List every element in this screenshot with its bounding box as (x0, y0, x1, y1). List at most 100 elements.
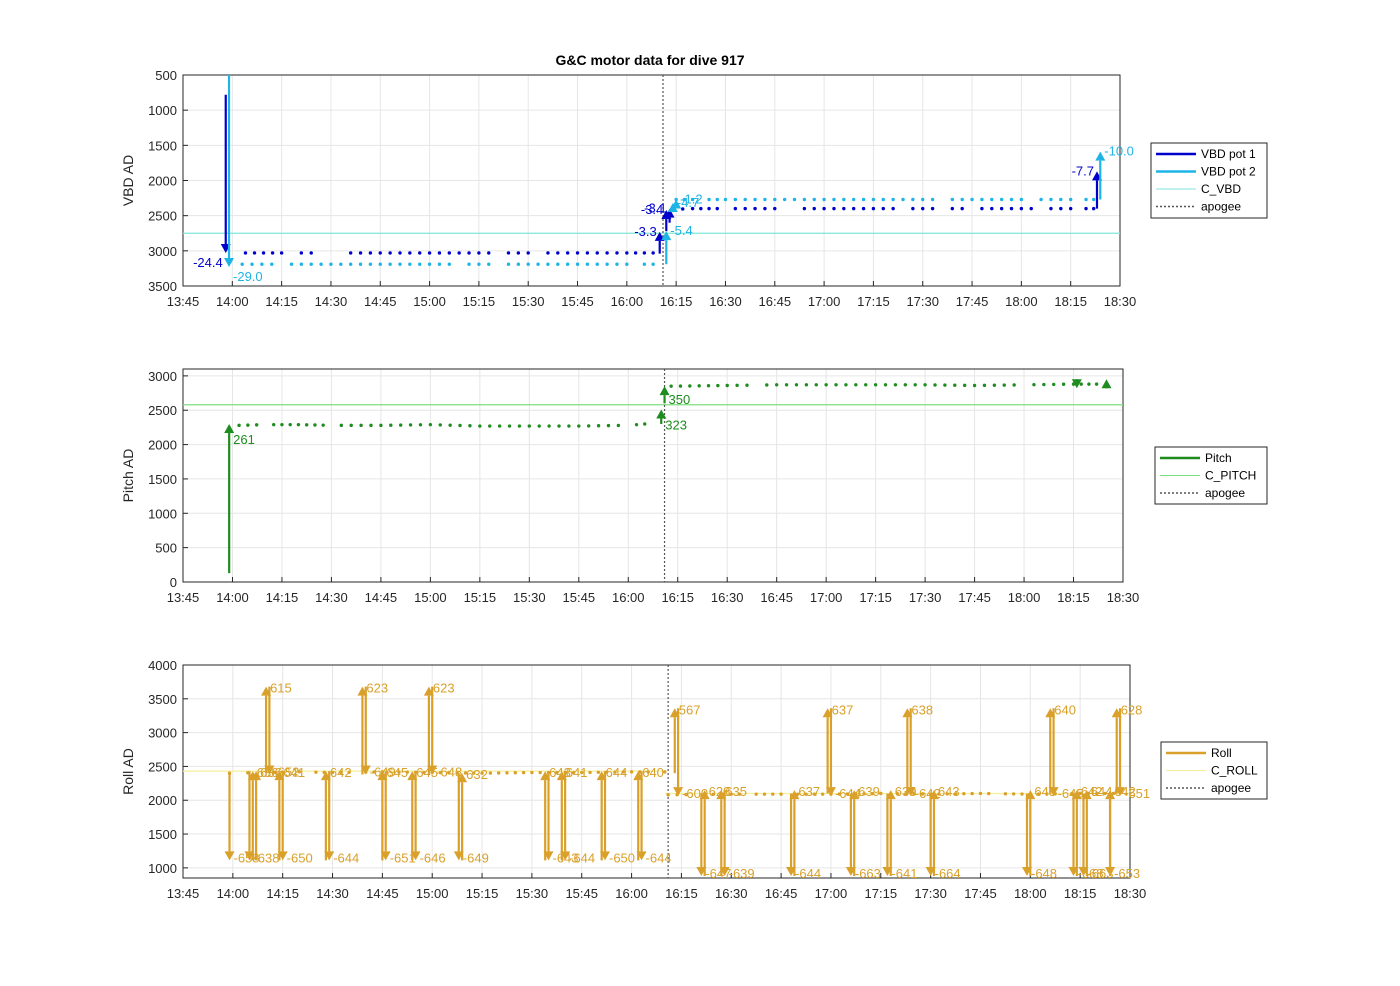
data-point (467, 251, 470, 254)
data-point (634, 251, 637, 254)
data-point (1032, 383, 1035, 386)
data-point (271, 251, 274, 254)
data-point (891, 198, 894, 201)
data-point (498, 424, 501, 427)
data-point (477, 262, 480, 265)
data-point (379, 262, 382, 265)
data-point (821, 792, 824, 795)
data-point (854, 383, 857, 386)
legend-label: apogee (1205, 486, 1245, 500)
move-label: 623 (366, 681, 388, 696)
data-point (630, 770, 633, 773)
x-tick-label: 15:45 (563, 590, 596, 605)
x-tick-label: 14:15 (266, 886, 299, 901)
data-point (418, 262, 421, 265)
data-point (339, 262, 342, 265)
move-label: -644 (646, 850, 672, 865)
x-tick-label: 14:15 (265, 294, 298, 309)
data-point (448, 262, 451, 265)
data-point (822, 207, 825, 210)
move-label: 635 (725, 784, 747, 799)
y-tick-label: 2500 (148, 759, 177, 774)
move-label: -29.0 (233, 269, 263, 284)
data-point (643, 262, 646, 265)
move-label: -651 (1124, 786, 1150, 801)
data-point (716, 384, 719, 387)
data-point (428, 251, 431, 254)
y-tick-label: 2000 (148, 438, 177, 453)
data-point (615, 262, 618, 265)
data-point (547, 424, 550, 427)
legend-label: C_ROLL (1211, 764, 1258, 778)
data-point (716, 198, 719, 201)
move-label: -641 (891, 866, 917, 881)
data-point (962, 792, 965, 795)
data-point (771, 792, 774, 795)
data-point (597, 424, 600, 427)
data-point (300, 251, 303, 254)
data-point (973, 384, 976, 387)
move-label: 261 (233, 432, 255, 447)
x-tick-label: 16:45 (760, 590, 793, 605)
move-label: -3.3 (634, 224, 656, 239)
data-point (862, 207, 865, 210)
data-point (987, 792, 990, 795)
data-point (428, 262, 431, 265)
x-tick-label: 16:15 (665, 886, 698, 901)
data-point (1012, 383, 1015, 386)
data-point (1084, 198, 1087, 201)
data-point (1012, 792, 1015, 795)
data-point (983, 384, 986, 387)
x-tick-label: 18:00 (1014, 886, 1047, 901)
data-point (319, 262, 322, 265)
data-point (1059, 198, 1062, 201)
data-point (635, 423, 638, 426)
x-tick-label: 18:00 (1008, 590, 1041, 605)
move-label: -644 (333, 850, 359, 865)
data-point (467, 262, 470, 265)
data-point (844, 383, 847, 386)
y-tick-label: 2500 (148, 209, 177, 224)
data-point (1095, 382, 1098, 385)
x-tick-label: 15:30 (512, 294, 545, 309)
y-tick-label: 2500 (148, 403, 177, 418)
x-tick-label: 16:15 (660, 294, 693, 309)
data-point (1092, 198, 1095, 201)
data-point (409, 423, 412, 426)
data-point (576, 251, 579, 254)
data-point (487, 262, 490, 265)
move-label: -649 (463, 850, 489, 865)
data-point (448, 424, 451, 427)
x-tick-label: 14:00 (217, 886, 250, 901)
data-point (852, 207, 855, 210)
data-point (418, 251, 421, 254)
data-point (795, 383, 798, 386)
data-point (822, 198, 825, 201)
data-point (310, 251, 313, 254)
x-tick-label: 14:30 (316, 886, 349, 901)
data-point (1010, 198, 1013, 201)
data-point (874, 383, 877, 386)
data-point (651, 251, 654, 254)
data-point (530, 771, 533, 774)
x-tick-label: 14:45 (365, 590, 398, 605)
x-tick-label: 14:15 (266, 590, 299, 605)
data-point (815, 383, 818, 386)
data-point (933, 383, 936, 386)
data-point (237, 424, 240, 427)
data-point (921, 207, 924, 210)
data-point (852, 198, 855, 201)
data-point (754, 792, 757, 795)
data-point (388, 251, 391, 254)
x-tick-label: 13:45 (167, 590, 200, 605)
data-point (745, 384, 748, 387)
panel-3: 13:45 14:00 14:15 14:30 14:45 15:00 15:15 15:30… (120, 658, 1267, 901)
data-point (270, 262, 273, 265)
y-tick-label: 2000 (148, 174, 177, 189)
x-tick-label: 16:00 (611, 294, 644, 309)
x-tick-label: 16:15 (661, 590, 694, 605)
data-point (448, 251, 451, 254)
x-tick-label: 17:45 (958, 590, 991, 605)
move-label: 638 (911, 702, 933, 717)
